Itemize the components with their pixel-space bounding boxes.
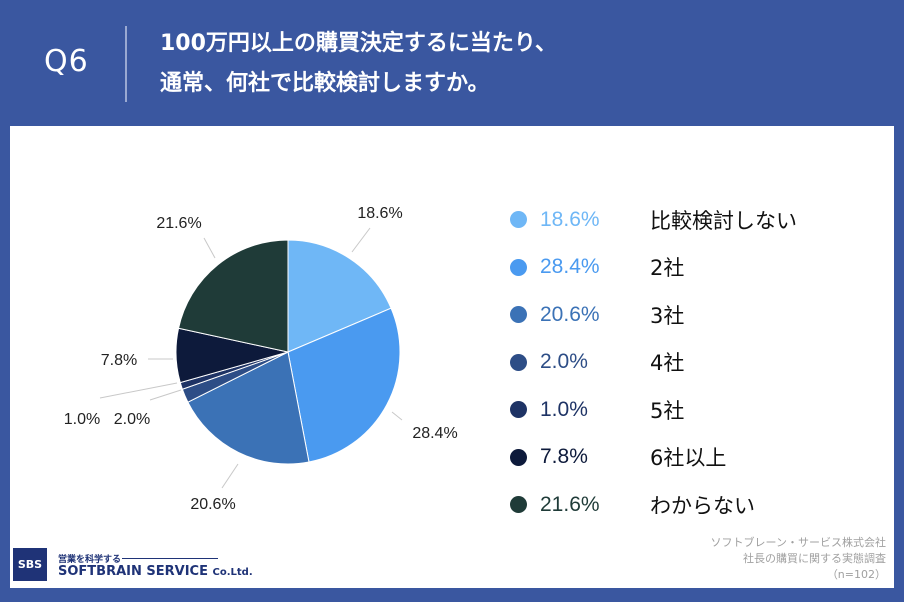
leader-line-2 <box>391 411 403 421</box>
legend-percent: 18.6% <box>540 207 600 231</box>
logo-suffix: Co.Ltd. <box>212 567 253 578</box>
legend-label: 5社 <box>650 398 685 423</box>
legend-swatch <box>510 306 527 324</box>
company-logo: SBS <box>13 548 47 581</box>
legend-percent: 21.6% <box>540 492 600 516</box>
data-label-7: 21.6% <box>156 215 201 232</box>
legend-item-5: 1.0% 5社 <box>498 386 797 434</box>
legend-percent: 20.6% <box>540 302 600 326</box>
pie-slice-1 <box>287 239 392 353</box>
chart-panel <box>10 126 894 588</box>
logo-company-name: SOFTBRAIN SERVICE Co.Ltd. <box>58 564 253 579</box>
source-company: ソフトブレーン・サービス株式会社 <box>710 536 886 549</box>
source-survey: 社長の購買に関する実態調査 <box>743 552 886 565</box>
legend-label: 4社 <box>650 351 685 376</box>
logo-tagline: 営業を科学する <box>58 555 122 565</box>
legend-item-2: 28.4% 2社 <box>498 244 797 292</box>
legend-item-6: 7.8% 6社以上 <box>498 434 797 482</box>
legend-item-3: 20.6% 3社 <box>498 291 797 339</box>
question-number: Q6 <box>44 44 89 79</box>
legend-percent: 7.8% <box>540 445 588 469</box>
legend-swatch <box>510 401 527 419</box>
leader-line-1 <box>351 227 371 253</box>
logo-company: SOFTBRAIN SERVICE <box>58 564 208 579</box>
pie-slice-7 <box>177 239 289 353</box>
data-label-5: 1.0% <box>64 411 100 428</box>
legend-swatch <box>510 496 527 514</box>
legend-item-4: 2.0% 4社 <box>498 339 797 387</box>
leader-line-4 <box>149 389 182 401</box>
legend-label: 2社 <box>650 256 685 281</box>
question-title-line2: 通常、何社で比較検討しますか。 <box>160 71 490 96</box>
source-note: ソフトブレーン・サービス株式会社 社長の購買に関する実態調査 （n=102） <box>711 535 886 583</box>
data-label-4: 2.0% <box>114 411 150 428</box>
pie-slice-2 <box>287 307 401 463</box>
legend-label: 比較検討しない <box>650 208 797 233</box>
sample-size: （n=102） <box>826 568 886 581</box>
legend-swatch <box>510 211 527 229</box>
data-label-1: 18.6% <box>357 205 402 222</box>
legend-item-1: 18.6% 比較検討しない <box>498 196 797 244</box>
data-label-2: 28.4% <box>412 425 457 442</box>
question-title-line1: 100万円以上の購買決定するに当たり、 <box>160 31 558 56</box>
pie-slice-3 <box>187 351 310 465</box>
legend-percent: 28.4% <box>540 255 600 279</box>
legend-label: 3社 <box>650 303 685 328</box>
legend-swatch <box>510 448 527 466</box>
legend-percent: 2.0% <box>540 350 588 374</box>
data-label-3: 20.6% <box>190 496 235 513</box>
legend-swatch <box>510 353 527 371</box>
legend-item-7: 21.6% わからない <box>498 481 797 529</box>
legend-label: 6社以上 <box>650 446 727 471</box>
leader-line-5 <box>99 382 178 399</box>
leader-line-3 <box>221 463 239 489</box>
leader-line-7 <box>203 237 216 259</box>
legend-percent: 1.0% <box>540 397 588 421</box>
header-divider <box>125 26 127 102</box>
legend-swatch <box>510 258 527 276</box>
header: Q6 100万円以上の購買決定するに当たり、 通常、何社で比較検討しますか。 <box>0 0 904 125</box>
question-title: 100万円以上の購買決定するに当たり、 通常、何社で比較検討しますか。 <box>160 24 557 104</box>
legend-label: わからない <box>650 493 755 518</box>
data-label-6: 7.8% <box>101 352 137 369</box>
logo-rule <box>122 558 218 559</box>
legend: 18.6% 比較検討しない 28.4% 2社 20.6% 3社 2.0% 4社 1.0% 5社 7.… <box>498 196 797 529</box>
